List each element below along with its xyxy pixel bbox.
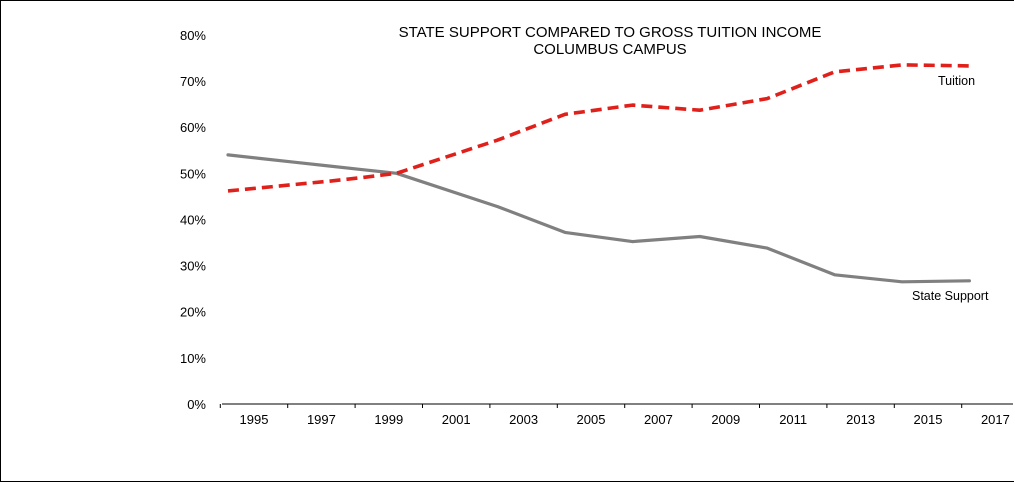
data-point-tuition [496, 139, 498, 141]
y-tick-label: 60% [180, 120, 206, 135]
data-point-state-support [833, 274, 835, 276]
data-points [227, 64, 971, 283]
x-tick-label: 2015 [914, 412, 943, 427]
x-tick-label: 2001 [442, 412, 471, 427]
x-tick-label: 2013 [846, 412, 875, 427]
series-line-tuition [227, 63, 970, 193]
data-point-tuition [564, 113, 566, 115]
data-point-tuition [261, 187, 263, 189]
data-point-tuition [968, 65, 970, 67]
data-point-tuition [699, 109, 701, 111]
y-tick-label: 70% [180, 74, 206, 89]
y-tick-label: 40% [180, 212, 206, 227]
chart-title: STATE SUPPORT COMPARED TO GROSS TUITION … [399, 24, 822, 41]
y-tick-label: 20% [180, 305, 206, 320]
x-tick-label: 2017 [981, 412, 1010, 427]
data-point-state-support [496, 205, 498, 207]
data-point-tuition [833, 71, 835, 73]
x-tick-label: 2003 [509, 412, 538, 427]
series-line-state-support [226, 153, 972, 284]
y-axis: 0% 10% 20% 30% 40% 50% 60% 70% 80% [180, 28, 206, 412]
data-point-state-support [564, 231, 566, 233]
x-tick-label: 2005 [577, 412, 606, 427]
series-label-tuition: Tuition [938, 74, 975, 88]
data-point-state-support [261, 157, 263, 159]
data-point-state-support [362, 169, 364, 171]
data-point-state-support [328, 165, 330, 167]
y-tick-label: 30% [180, 259, 206, 274]
data-point-state-support [631, 240, 633, 242]
data-point-state-support [294, 161, 296, 163]
y-tick-label: 80% [180, 28, 206, 43]
x-axis-tick-marks [219, 404, 963, 408]
data-point-state-support [699, 235, 701, 237]
y-tick-label: 0% [187, 397, 206, 412]
x-axis: 1995 1997 1999 2001 2003 2005 2007 2009 2011 2013… [240, 412, 1010, 427]
x-tick-label: 1995 [240, 412, 269, 427]
x-tick-label: 1997 [307, 412, 336, 427]
data-point-tuition [766, 97, 768, 99]
data-point-state-support [901, 281, 903, 283]
data-point-state-support [766, 247, 768, 249]
data-point-tuition [631, 104, 633, 106]
data-point-tuition [328, 180, 330, 182]
x-tick-label: 1999 [374, 412, 403, 427]
data-point-tuition [901, 64, 903, 66]
chart-subtitle: COLUMBUS CAMPUS [533, 41, 686, 58]
y-tick-label: 10% [180, 351, 206, 366]
data-point-tuition [227, 190, 229, 192]
data-point-state-support [227, 154, 229, 156]
y-tick-label: 50% [180, 166, 206, 181]
x-tick-label: 2007 [644, 412, 673, 427]
series-label-state-support: State Support [912, 289, 989, 303]
data-point-state-support [395, 172, 397, 174]
x-tick-label: 2011 [779, 412, 807, 427]
data-point-state-support [968, 280, 970, 282]
x-tick-label: 2009 [711, 412, 740, 427]
data-point-tuition [294, 183, 296, 185]
data-point-tuition [362, 176, 364, 178]
